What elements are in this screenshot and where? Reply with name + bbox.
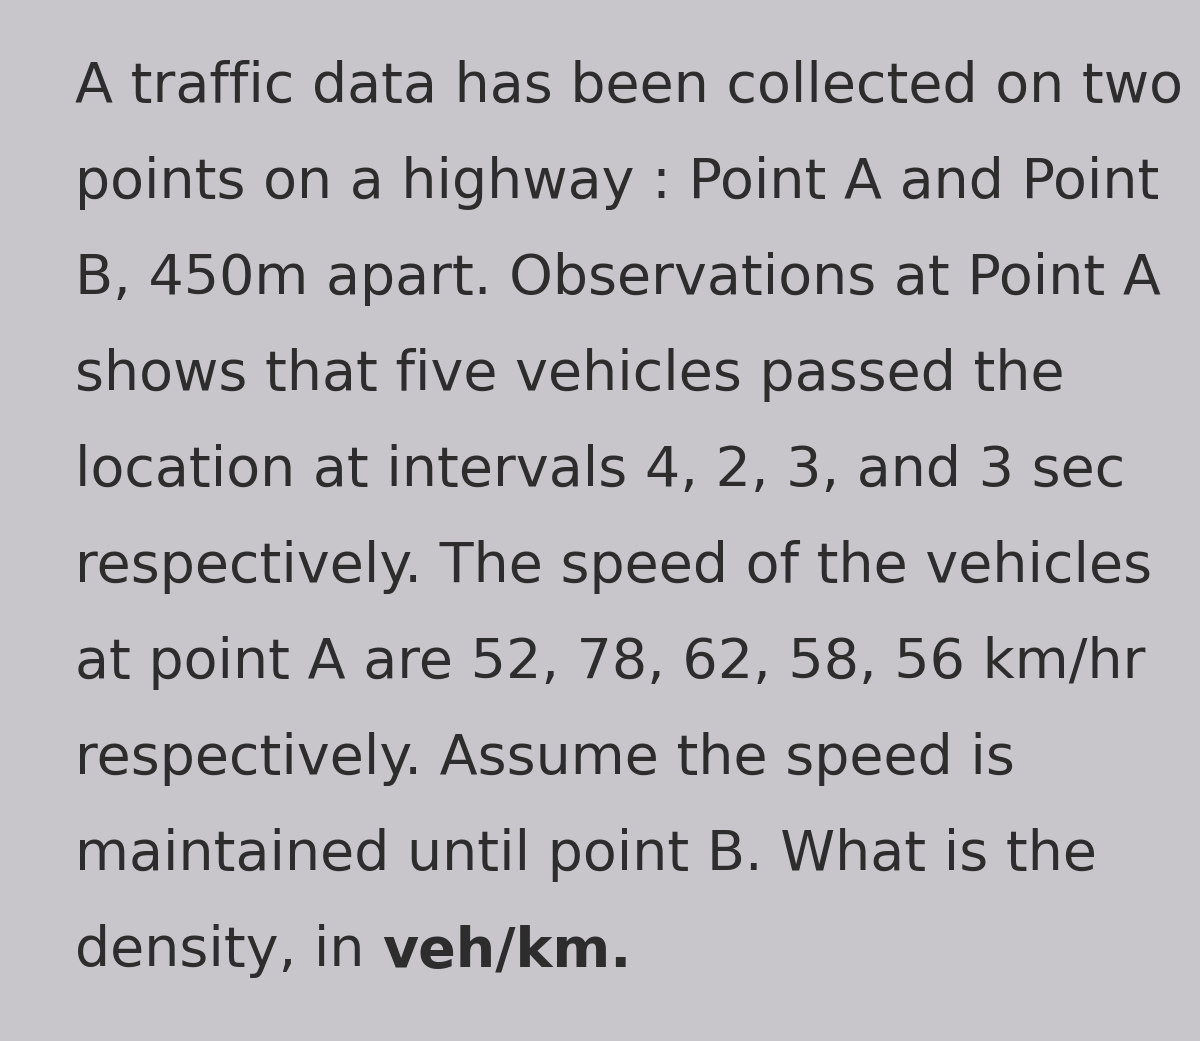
Text: respectively. The speed of the vehicles: respectively. The speed of the vehicles [74,540,1152,594]
Text: A traffic data has been collected on two: A traffic data has been collected on two [74,60,1183,115]
Text: maintained until point B. What is the: maintained until point B. What is the [74,828,1097,882]
Text: at point A are 52, 78, 62, 58, 56 km/hr: at point A are 52, 78, 62, 58, 56 km/hr [74,636,1146,690]
Text: shows that five vehicles passed the: shows that five vehicles passed the [74,348,1064,402]
Text: respectively. Assume the speed is: respectively. Assume the speed is [74,732,1015,786]
Text: density, in: density, in [74,924,382,977]
Text: points on a highway : Point A and Point: points on a highway : Point A and Point [74,156,1159,210]
Text: veh/km.: veh/km. [382,924,631,977]
Text: location at intervals 4, 2, 3, and 3 sec: location at intervals 4, 2, 3, and 3 sec [74,445,1126,498]
Text: B, 450m apart. Observations at Point A: B, 450m apart. Observations at Point A [74,252,1160,306]
